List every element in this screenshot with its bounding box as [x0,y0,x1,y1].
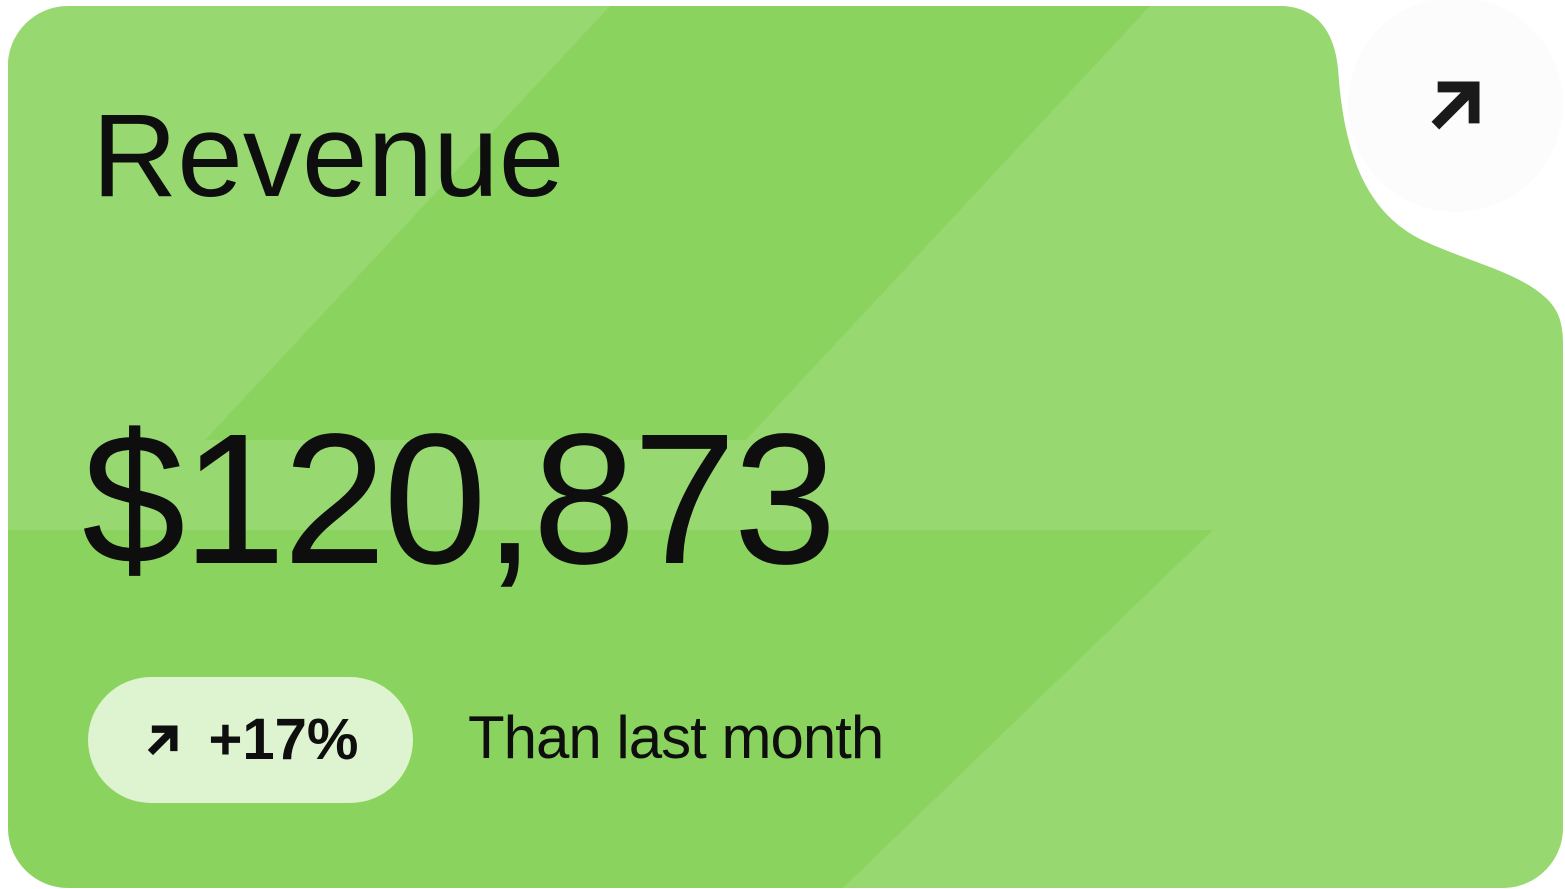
change-badge: +17% [88,677,413,803]
change-badge-label: +17% [208,707,359,772]
arrow-up-right-icon [1431,80,1480,129]
diagonal-accent-bands [8,6,1563,888]
card-title: Revenue [92,90,565,222]
open-button[interactable] [1348,0,1563,212]
revenue-value: $120,873 [82,396,837,603]
change-caption: Than last month [468,704,884,771]
arrow-up-right-icon [147,725,178,756]
card-shape [8,6,1563,888]
